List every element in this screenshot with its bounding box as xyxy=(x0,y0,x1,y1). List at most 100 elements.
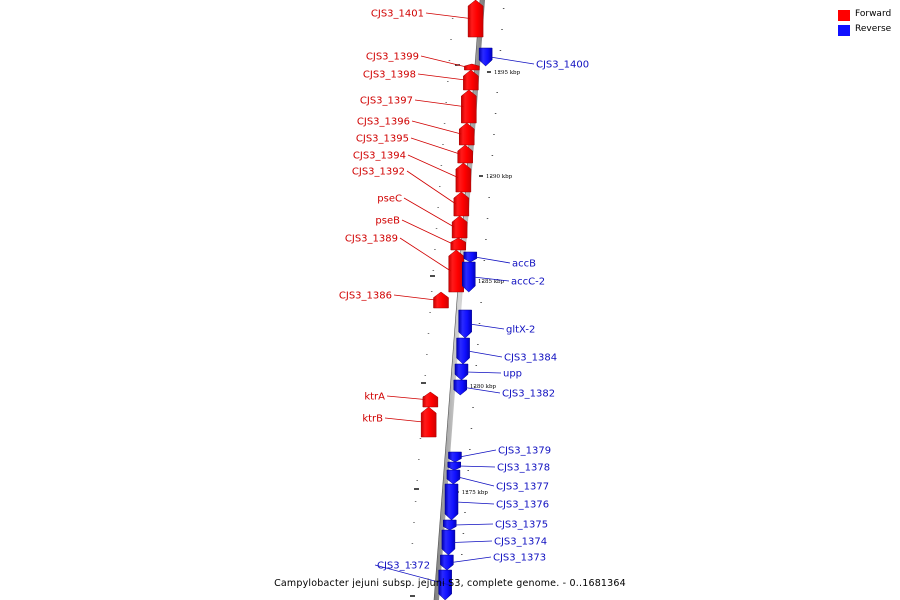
gene-label-pseB[interactable]: pseB xyxy=(375,216,400,227)
legend-forward-label: Forward xyxy=(855,9,892,19)
gene-label-CJS3_1395[interactable]: CJS3_1395 xyxy=(356,134,409,145)
position-dot xyxy=(490,176,492,177)
gene-feature-CJS3_1379[interactable] xyxy=(448,451,462,463)
gene-label-CJS3_1377[interactable]: CJS3_1377 xyxy=(496,482,549,493)
position-dot xyxy=(494,113,497,114)
gene-label-CJS3_1386[interactable]: CJS3_1386 xyxy=(339,291,392,302)
gene-leader-line xyxy=(452,540,493,543)
gene-feature-CJS3_1378[interactable] xyxy=(447,461,462,471)
position-dot xyxy=(477,344,479,345)
gene-leader-line xyxy=(414,99,464,107)
gene-feature-CJS3_1377[interactable] xyxy=(446,469,461,485)
position-dot xyxy=(427,333,430,334)
gene-feature-CJS3_1400[interactable] xyxy=(478,47,493,67)
gene-label-CJS3_1374[interactable]: CJS3_1374 xyxy=(494,537,547,548)
position-dot xyxy=(443,123,446,124)
gene-label-CJS3_1396[interactable]: CJS3_1396 xyxy=(357,117,410,128)
scale-tick-label: 1285 kbp xyxy=(478,279,505,285)
position-dot xyxy=(426,354,428,355)
position-dot xyxy=(480,302,482,303)
gene-label-CJS3_1375[interactable]: CJS3_1375 xyxy=(495,520,548,531)
gene-feature-CJS3_1373[interactable] xyxy=(440,554,454,571)
gene-labels[interactable]: CJS3_1401 CJS3_1400 CJS3_1399 CJS3_1398 CJS3… xyxy=(339,9,589,586)
gene-label-CJS3_1384[interactable]: CJS3_1384 xyxy=(504,353,557,364)
gene-feature-CJS3_1372[interactable] xyxy=(438,569,452,600)
gene-feature-CJS3_1384[interactable] xyxy=(456,337,470,365)
gene-feature-ktrB[interactable] xyxy=(420,406,437,438)
gene-leader-line xyxy=(454,523,494,526)
gene-leader-line xyxy=(459,449,497,458)
gene-label-CJS3_1373[interactable]: CJS3_1373 xyxy=(493,553,546,564)
gene-label-ktrA[interactable]: ktrA xyxy=(364,392,385,403)
position-dot xyxy=(448,60,451,61)
gene-label-CJS3_1398[interactable]: CJS3_1398 xyxy=(363,70,416,81)
position-dot xyxy=(432,270,435,271)
gene-label-accC-2[interactable]: accC-2 xyxy=(511,277,545,288)
position-dot xyxy=(450,39,452,40)
position-dot xyxy=(410,564,412,565)
position-dot xyxy=(464,512,466,513)
gene-feature-CJS3_1375[interactable] xyxy=(443,519,457,531)
gene-leader-line xyxy=(403,197,455,228)
gene-label-CJS3_1389[interactable]: CJS3_1389 xyxy=(345,234,398,245)
gene-label-pseC[interactable]: pseC xyxy=(377,194,402,205)
gene-feature-ktrA[interactable] xyxy=(422,391,439,408)
gene-feature-CJS3_1394[interactable] xyxy=(455,162,472,193)
gene-feature-CJS3_1386[interactable] xyxy=(433,291,449,309)
gene-feature-CJS3_1397[interactable] xyxy=(461,89,477,124)
gene-feature-pseB[interactable] xyxy=(450,237,467,251)
position-dot xyxy=(416,480,418,481)
gene-feature-CJS3_1398[interactable] xyxy=(463,69,479,91)
gene-feature-CJS3_1382[interactable] xyxy=(453,379,468,396)
position-dot xyxy=(437,207,439,208)
gene-label-accB[interactable]: accB xyxy=(512,259,536,270)
gene-leader-line xyxy=(455,501,495,505)
gene-label-upp[interactable]: upp xyxy=(503,369,522,380)
gene-leader-line xyxy=(473,276,510,282)
gene-feature-accC-2[interactable] xyxy=(462,261,476,293)
gene-label-CJS3_1378[interactable]: CJS3_1378 xyxy=(497,463,550,474)
scale-tick-label: 1290 kbp xyxy=(486,174,513,180)
gene-label-CJS3_1394[interactable]: CJS3_1394 xyxy=(353,151,406,162)
gene-leader-line xyxy=(393,294,436,301)
gene-leader-line xyxy=(407,154,459,178)
gene-feature-CJS3_1389[interactable] xyxy=(448,249,464,293)
gene-label-CJS3_1400[interactable]: CJS3_1400 xyxy=(536,60,589,71)
position-dot xyxy=(442,144,444,145)
position-dot xyxy=(451,18,454,19)
position-dot xyxy=(493,134,495,135)
position-dot xyxy=(488,197,490,198)
gene-label-CJS3_1379[interactable]: CJS3_1379 xyxy=(498,446,551,457)
gene-label-CJS3_1399[interactable]: CJS3_1399 xyxy=(366,52,419,63)
gene-feature-CJS3_1374[interactable] xyxy=(441,529,456,556)
gene-label-CJS3_1401[interactable]: CJS3_1401 xyxy=(371,9,424,20)
position-dot xyxy=(430,291,433,292)
position-dot xyxy=(496,92,498,93)
gene-leader-line xyxy=(374,564,450,586)
gene-leader-line xyxy=(417,73,466,81)
gene-feature-CJS3_1392[interactable] xyxy=(453,191,470,217)
gene-feature-CJS3_1376[interactable] xyxy=(444,483,459,521)
gene-label-CJS3_1372[interactable]: CJS3_1372 xyxy=(377,561,430,572)
gene-label-gltX-2[interactable]: gltX-2 xyxy=(506,325,535,336)
gene-feature-CJS3_1401[interactable] xyxy=(467,0,484,38)
gene-label-CJS3_1382[interactable]: CJS3_1382 xyxy=(502,389,555,400)
gene-feature-CJS3_1396[interactable] xyxy=(458,122,475,146)
gene-feature-pseC[interactable] xyxy=(451,215,468,239)
gene-label-CJS3_1376[interactable]: CJS3_1376 xyxy=(496,500,549,511)
position-dot xyxy=(413,522,415,523)
position-dot xyxy=(472,407,474,408)
gene-label-CJS3_1397[interactable]: CJS3_1397 xyxy=(360,96,413,107)
gene-feature-CJS3_1399[interactable] xyxy=(464,63,480,71)
gene-label-ktrB[interactable]: ktrB xyxy=(362,414,383,425)
scale-tick-label: 1295 kbp xyxy=(494,70,521,76)
gene-feature-CJS3_1395[interactable] xyxy=(457,144,473,164)
gene-features[interactable] xyxy=(420,0,493,600)
gene-feature-accB[interactable] xyxy=(463,251,478,263)
gene-label-CJS3_1392[interactable]: CJS3_1392 xyxy=(352,167,405,178)
gene-feature-upp[interactable] xyxy=(454,363,469,381)
gene-feature-gltX-2[interactable] xyxy=(458,309,472,339)
scale-tick-label: 1275 kbp xyxy=(462,490,489,496)
forward-swatch xyxy=(838,10,850,21)
